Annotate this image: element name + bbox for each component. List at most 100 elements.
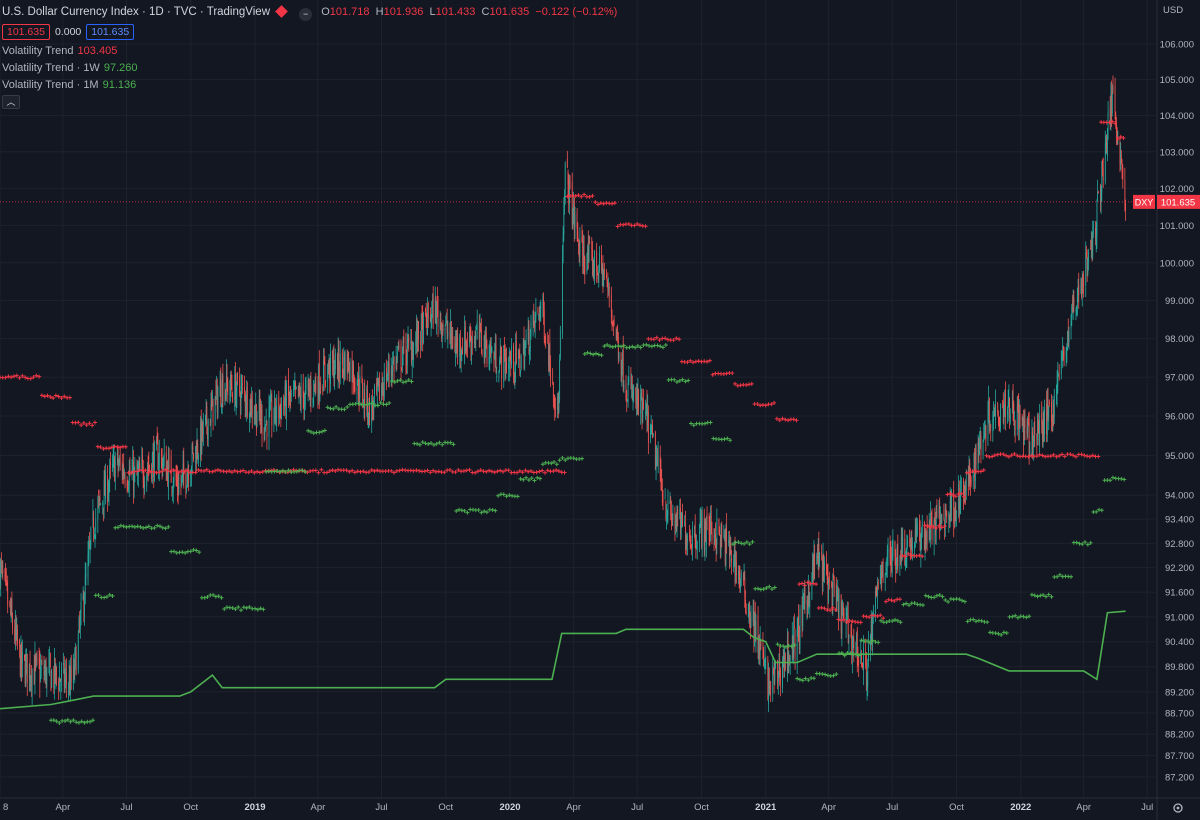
candle-body: [372, 407, 374, 414]
gear-icon[interactable]: [1173, 803, 1183, 813]
price-tick-label: 103.000: [1160, 147, 1194, 158]
minus-icon[interactable]: −: [299, 8, 313, 21]
candle-body: [642, 401, 644, 418]
candle-body: [631, 384, 633, 399]
collapse-legend-button[interactable]: ︿: [2, 95, 20, 109]
candle-body: [681, 512, 683, 517]
candle-body: [860, 651, 862, 664]
candle-body: [813, 553, 815, 576]
candle-body: [1125, 201, 1126, 211]
candle-body: [734, 549, 736, 576]
indicator-legend-3[interactable]: Volatility Trend · 1M 91.136: [2, 79, 136, 91]
price-badge-label: 101.635: [1161, 197, 1195, 208]
candle-body: [584, 258, 586, 273]
trend-point: [17, 375, 22, 380]
candle-body: [70, 666, 71, 691]
candle-body: [167, 458, 169, 490]
trend-point: [651, 337, 656, 342]
trend-point: [960, 598, 965, 603]
candle-body: [290, 386, 292, 398]
candle-body: [579, 238, 581, 257]
candle-body: [54, 658, 56, 681]
trend-point: [152, 525, 157, 530]
candle-body: [758, 648, 760, 652]
trend-point: [974, 619, 979, 624]
candle-body: [625, 382, 627, 400]
candle-body: [211, 395, 213, 407]
candle-body: [523, 339, 525, 368]
candle-body: [622, 349, 624, 388]
candle-body: [705, 517, 707, 545]
candle-body: [525, 342, 526, 348]
candle-body: [175, 473, 177, 481]
trend-point: [802, 583, 807, 588]
candle-body: [1066, 343, 1068, 351]
trend-point: [202, 468, 207, 473]
candle-body: [374, 386, 375, 394]
price-axis[interactable]: 106.000105.000104.000103.000102.000101.0…: [1160, 40, 1194, 784]
trend-point: [822, 606, 827, 611]
candle-body: [958, 484, 959, 509]
trend-point: [387, 401, 392, 406]
candle-body: [900, 555, 901, 559]
candle-body: [1122, 167, 1124, 180]
time-axis[interactable]: 8 Apr Jul Oct 2019 Apr Jul Oct 2020 Apr Jul Oct 2021…: [3, 802, 1153, 813]
candle-body: [15, 622, 17, 636]
candle-body: [946, 511, 948, 518]
trend-point: [537, 469, 542, 474]
candle-body: [1007, 401, 1009, 409]
trend-point: [1021, 614, 1026, 619]
candle-body: [587, 246, 588, 264]
candle-body: [779, 659, 781, 676]
trend-point: [596, 352, 601, 357]
candle-body: [328, 358, 330, 373]
candle-body: [402, 357, 403, 366]
candle-body: [31, 669, 33, 692]
candle-body: [1107, 111, 1109, 132]
trend-point: [437, 440, 442, 445]
trend-point: [202, 595, 207, 600]
trend-point: [744, 383, 749, 388]
price-tick-label: 91.000: [1165, 612, 1194, 623]
candle-body: [563, 203, 565, 235]
candle-body: [392, 359, 394, 362]
candle-body: [709, 529, 711, 537]
candle-body: [141, 460, 143, 470]
candle-body: [70, 667, 72, 682]
candle-body: [475, 332, 477, 339]
candle-body: [610, 295, 612, 312]
candle-body: [631, 383, 632, 389]
trend-point: [755, 402, 760, 407]
sell-price-button[interactable]: 101.635: [2, 24, 50, 40]
trend-point: [875, 614, 880, 619]
trend-point: [780, 416, 785, 421]
candle-body: [38, 658, 40, 663]
candle-body: [768, 667, 769, 704]
candle-body: [912, 545, 913, 552]
candle-body: [522, 341, 524, 352]
indicator-legend-2[interactable]: Volatility Trend · 1W 97.260: [2, 62, 137, 74]
trend-point: [9, 375, 14, 380]
symbol-title[interactable]: U.S. Dollar Currency Index · 1D · TVC · …: [2, 6, 270, 18]
candle-body: [872, 609, 874, 616]
indicator-legend-1[interactable]: Volatility Trend 103.405: [2, 45, 117, 57]
candle-body: [803, 593, 805, 596]
candle-body: [343, 356, 345, 376]
candle-body: [684, 522, 686, 545]
candle-body: [212, 399, 214, 423]
trend-point: [57, 721, 62, 726]
candle-body: [985, 425, 987, 441]
trend-point: [375, 468, 380, 473]
trend-point: [702, 421, 707, 426]
trend-point: [1046, 592, 1051, 597]
candle-body: [415, 340, 417, 347]
candle-body: [250, 394, 252, 414]
buy-price-button[interactable]: 101.635: [86, 24, 135, 40]
trend-point: [110, 594, 115, 599]
candle-body: [682, 517, 684, 524]
candle-body: [890, 553, 892, 563]
candle-body: [1100, 187, 1102, 206]
candle-body: [383, 370, 385, 399]
